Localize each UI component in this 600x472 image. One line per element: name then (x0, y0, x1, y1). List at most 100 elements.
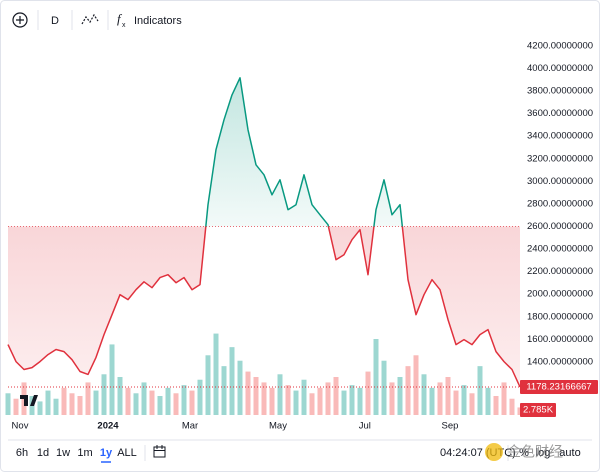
volume-bar (445, 377, 451, 415)
y-tick-label: 2400.00000000 (527, 244, 593, 255)
volume-bar (101, 374, 107, 415)
y-tick-label: 2200.00000000 (527, 266, 593, 277)
volume-bar (341, 390, 347, 415)
clock: 04:24:07 (UTC) (440, 447, 516, 459)
interval-button[interactable]: D (51, 15, 59, 27)
volume-bar (189, 390, 195, 415)
y-tick-label: 4000.00000000 (527, 63, 593, 74)
volume-bar (501, 382, 507, 415)
y-tick-label: 2800.00000000 (527, 198, 593, 209)
indicators-icon: f (117, 11, 123, 26)
volume-bar (69, 393, 75, 415)
volume-bar (205, 355, 211, 415)
scale-option[interactable]: auto (559, 447, 580, 459)
volume-bar (421, 374, 427, 415)
calendar-icon[interactable] (153, 445, 166, 458)
volume-bar (405, 366, 411, 415)
volume-bar (461, 385, 467, 415)
volume-bar (477, 366, 483, 415)
range-button[interactable]: 1m (77, 447, 92, 459)
volume-bar (269, 387, 275, 415)
volume-bar (261, 382, 267, 415)
volume-bar (381, 360, 387, 415)
x-tick-label: Jul (359, 421, 371, 432)
calendar-lines (154, 445, 165, 451)
price-line (7, 77, 521, 388)
y-tick-label: 3200.00000000 (527, 153, 593, 164)
toolbar: D f x Indicators (12, 10, 182, 30)
y-tick-label: 3000.00000000 (527, 176, 593, 187)
volume-bar (165, 387, 171, 415)
baseline-area (8, 77, 520, 388)
tv-logo (20, 395, 38, 406)
volume-bar (181, 385, 187, 415)
y-tick-label: 3400.00000000 (527, 131, 593, 142)
volume-bar (61, 387, 67, 415)
volume-bar (85, 382, 91, 415)
y-tick-label: 3800.00000000 (527, 86, 593, 97)
volume-bar (245, 371, 251, 415)
volume-bar (429, 387, 435, 415)
range-button[interactable]: ALL (117, 447, 137, 459)
calendar-body (153, 446, 166, 458)
last-volume-badge (520, 402, 556, 417)
volume-bar (53, 398, 59, 415)
volume-bar (293, 390, 299, 415)
volume-bar (277, 374, 283, 415)
y-tick-label: 1400.00000000 (527, 356, 593, 367)
volume-bar (37, 401, 43, 415)
watermark: 金色财经 (507, 444, 563, 460)
y-tick-label: 2600.00000000 (527, 221, 593, 232)
volume-bar (413, 355, 419, 415)
volume-bar (221, 366, 227, 415)
chart-type-icon[interactable] (81, 13, 99, 25)
y-tick-label: 2000.00000000 (527, 289, 593, 300)
range-button[interactable]: 1w (56, 447, 70, 459)
volume-bar (133, 393, 139, 415)
logo-mark (20, 395, 38, 406)
volume-bar (5, 393, 11, 415)
volume-bar (149, 390, 155, 415)
y-tick-label: 1600.00000000 (527, 334, 593, 345)
volume-bar (229, 347, 235, 415)
y-tick-label: 4200.00000000 (527, 40, 593, 51)
volume-bar (45, 390, 51, 415)
indicators-icon-x: x (122, 22, 126, 29)
indicators-button[interactable]: Indicators (134, 15, 182, 27)
volume-bar (389, 382, 395, 415)
volume-bar (317, 387, 323, 415)
range-button[interactable]: 6h (16, 447, 28, 459)
volume-bar (77, 396, 83, 415)
y-tick-label: 3600.00000000 (527, 108, 593, 119)
volume-bar (397, 377, 403, 415)
range-button[interactable]: 1y (100, 447, 113, 459)
volume-bar (309, 393, 315, 415)
volume-bar (437, 382, 443, 415)
volume-bar (125, 387, 131, 415)
volume-bar (469, 393, 475, 415)
x-tick-label: 2024 (97, 421, 119, 432)
watermark-coin (485, 443, 503, 461)
last-price-label: 1178.23166667 (526, 381, 591, 392)
volume-bar (173, 393, 179, 415)
add-symbol-icon[interactable] (12, 12, 28, 28)
last-price-badge (520, 379, 598, 394)
volume-bar (93, 390, 99, 415)
volume-bar (253, 377, 259, 415)
x-tick-label: Nov (12, 421, 29, 432)
add-symbol-icon-plus (16, 16, 24, 24)
volume-bar (485, 387, 491, 415)
volume-bar (357, 387, 363, 415)
volume-bar (365, 371, 371, 415)
scale-option[interactable]: % (519, 447, 529, 459)
x-tick-label: May (269, 421, 287, 432)
last-volume-label: 2.785K (523, 404, 554, 415)
volume-bar (141, 382, 147, 415)
range-button[interactable]: 1d (37, 447, 49, 459)
x-tick-label: Sep (442, 421, 459, 432)
volume-bar (493, 396, 499, 415)
scale-option[interactable]: log (536, 447, 551, 459)
volume-bar (237, 360, 243, 415)
